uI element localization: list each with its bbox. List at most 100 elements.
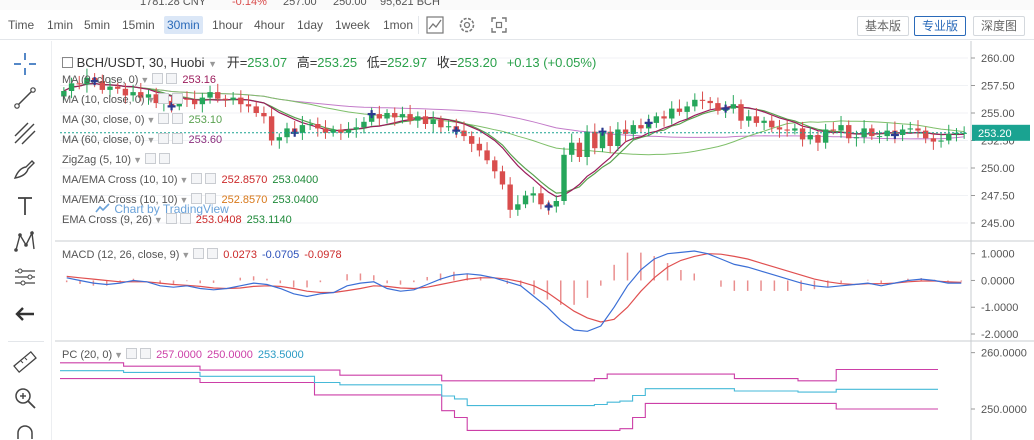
chevron-down-icon[interactable]: ▼: [153, 215, 163, 225]
tf-time[interactable]: Time: [8, 18, 35, 32]
legend-cross1-v1: 252.8570: [221, 174, 268, 186]
chevron-down-icon[interactable]: ▼: [146, 135, 156, 145]
chevron-down-icon[interactable]: ▼: [181, 250, 191, 260]
price-tick-label: 260.00: [981, 53, 1015, 65]
brush-icon[interactable]: [10, 154, 40, 184]
close-icon[interactable]: [159, 153, 171, 164]
version-pro-button[interactable]: 专业版: [914, 16, 967, 36]
legend-ema-cross[interactable]: EMA Cross (9, 26) ▼ 253.0408 253.1140: [62, 213, 292, 227]
version-basic-button[interactable]: 基本版: [857, 16, 910, 36]
legend-pc[interactable]: PC (20, 0) ▼ 257.0000 250.0000 253.5000: [62, 348, 304, 362]
trend-line-icon[interactable]: [10, 83, 40, 113]
candle-body: [468, 136, 475, 144]
close-icon[interactable]: [166, 73, 178, 84]
chart-type-icon[interactable]: [425, 15, 445, 35]
ticker-volume: 95,621 BCH: [380, 0, 440, 8]
eye-icon[interactable]: [158, 113, 170, 124]
eye-icon[interactable]: [191, 173, 203, 184]
eye-icon[interactable]: [152, 73, 164, 84]
eye-icon[interactable]: [158, 93, 170, 104]
chevron-down-icon[interactable]: ▼: [146, 95, 156, 105]
candle-body: [530, 193, 536, 196]
candle-body: [753, 116, 760, 123]
tf-15min[interactable]: 15min: [122, 18, 155, 32]
depth-chart-button[interactable]: 深度图: [973, 16, 1026, 36]
tf-30min[interactable]: 30min: [164, 16, 203, 34]
close-icon[interactable]: [205, 173, 217, 184]
eye-icon[interactable]: [191, 193, 203, 204]
close-icon[interactable]: [179, 213, 191, 224]
tf-1min[interactable]: 1min: [47, 18, 74, 32]
pattern-icon[interactable]: [10, 227, 40, 257]
chart-area[interactable]: 260.00257.50255.00252.50250.00247.50245.…: [55, 41, 1034, 440]
price-tick-label: 257.50: [981, 81, 1015, 93]
cross-marker: [644, 118, 653, 127]
legend-ma-ema-cross-1[interactable]: MA/EMA Cross (10, 10) ▼ 252.8570 253.0400: [62, 173, 318, 187]
eye-icon[interactable]: [165, 213, 177, 224]
chevron-down-icon[interactable]: ▼: [179, 175, 189, 185]
cross-marker: [721, 104, 730, 113]
eye-icon[interactable]: [193, 248, 205, 259]
close-icon[interactable]: [172, 113, 184, 124]
crosshair-icon[interactable]: [10, 49, 40, 79]
tf-1week[interactable]: 1week: [335, 18, 370, 32]
text-tool-icon[interactable]: [10, 191, 40, 221]
legend-ma-60[interactable]: MA (60, close, 0) ▼ 253.60: [62, 133, 222, 147]
legend-ma-10[interactable]: MA (10, close, 0) ▼: [62, 93, 188, 107]
close-icon[interactable]: [205, 193, 217, 204]
cross-marker: [598, 127, 607, 136]
eye-icon[interactable]: [126, 348, 138, 359]
close-icon[interactable]: [207, 248, 219, 259]
candle-body: [130, 92, 136, 96]
eye-icon[interactable]: [158, 133, 170, 144]
legend-ma-9[interactable]: MA (9, close, 0) ▼ 253.16: [62, 73, 216, 87]
magnet-icon[interactable]: [10, 423, 40, 440]
candle-body: [476, 143, 483, 151]
eye-icon[interactable]: [145, 153, 157, 164]
tf-4hour[interactable]: 4hour: [254, 18, 285, 32]
legend-ma-ema-cross-2[interactable]: MA/EMA Cross (10, 10) ▼ 252.8570 253.0400: [62, 193, 318, 207]
tf-1day[interactable]: 1day: [297, 18, 324, 32]
chevron-down-icon[interactable]: ▼: [133, 155, 143, 165]
close-icon[interactable]: [140, 348, 152, 359]
prediction-icon[interactable]: [10, 262, 40, 292]
legend-zigzag[interactable]: ZigZag (5, 10) ▼: [62, 153, 171, 167]
candle-body: [184, 98, 190, 100]
zoom-in-icon[interactable]: [10, 383, 40, 413]
fibonacci-icon[interactable]: [10, 119, 40, 149]
ruler-icon[interactable]: [10, 347, 40, 377]
close-icon[interactable]: [172, 93, 184, 104]
settings-gear-icon[interactable]: [457, 15, 477, 35]
back-arrow-icon[interactable]: [10, 299, 40, 329]
candle-body: [315, 124, 321, 129]
candle-body: [799, 128, 806, 140]
tf-1hour[interactable]: 1hour: [212, 18, 243, 32]
chevron-down-icon[interactable]: ▼: [146, 115, 156, 125]
tradingview-watermark[interactable]: Chart by TradingView: [95, 202, 229, 216]
legend-macd[interactable]: MACD (12, 26, close, 9) ▼ 0.0273 -0.0705 -0.…: [62, 248, 342, 262]
chevron-down-icon[interactable]: ▼: [179, 195, 189, 205]
price-tick-label: 250.00: [981, 163, 1015, 175]
collapse-icon[interactable]: [62, 57, 73, 68]
close-icon[interactable]: [172, 133, 184, 144]
legend-ma-30[interactable]: MA (30, close, 0) ▼ 253.10: [62, 113, 222, 127]
tf-5min[interactable]: 5min: [84, 18, 111, 32]
chevron-down-icon[interactable]: ▼: [140, 75, 150, 85]
symbol-title: BCH/USDT, 30, Huobi: [76, 55, 205, 70]
candle-body: [692, 99, 698, 107]
tf-1mon[interactable]: 1mon: [383, 18, 414, 32]
candle-body: [869, 128, 875, 137]
price-tick-label: 255.00: [981, 108, 1015, 120]
chevron-down-icon[interactable]: ▼: [114, 350, 124, 360]
candle-body: [669, 108, 675, 119]
candle-body: [499, 171, 506, 185]
candle-body: [222, 98, 229, 100]
candle-body: [84, 77, 90, 85]
candle-body: [361, 121, 367, 128]
candle-body: [522, 195, 529, 205]
tradingview-logo-icon: [95, 203, 110, 213]
symbol-header: BCH/USDT, 30, Huobi ▼ 开=253.07 高=253.25 …: [62, 52, 596, 71]
candle-body: [330, 129, 336, 133]
fullscreen-icon[interactable]: [489, 15, 509, 35]
chevron-down-icon[interactable]: ▼: [208, 59, 218, 69]
